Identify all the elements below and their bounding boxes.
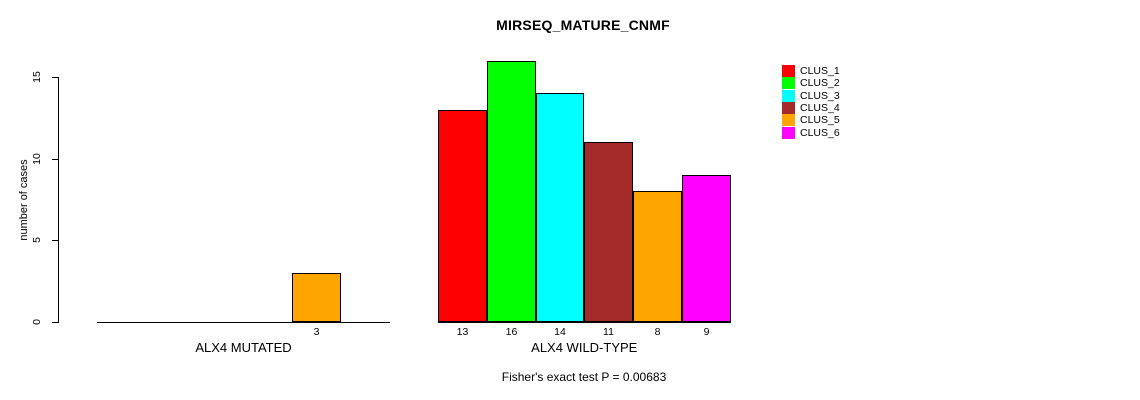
x-axis-baseline <box>438 322 731 323</box>
bar-value-label: 16 <box>505 326 518 338</box>
y-tick-label: 15 <box>31 71 43 83</box>
legend-item: CLUS_2 <box>782 77 902 89</box>
legend-label: CLUS_4 <box>800 102 840 114</box>
bar-clus_3 <box>536 93 584 322</box>
y-tick-label: 0 <box>31 319 43 325</box>
bar-value-label: 9 <box>703 326 710 338</box>
legend-swatch <box>782 77 795 89</box>
legend-item: CLUS_6 <box>782 127 902 139</box>
legend-item: CLUS_1 <box>782 65 902 77</box>
legend-swatch <box>782 65 795 77</box>
legend-item: CLUS_4 <box>782 102 902 114</box>
y-tick <box>52 159 58 160</box>
bar-value-label: 8 <box>654 326 661 338</box>
bar-clus_6 <box>682 175 731 322</box>
legend: CLUS_1 CLUS_2 CLUS_3 CLUS_4 CLUS_5 CLUS_6 <box>782 65 902 145</box>
x-axis-baseline <box>97 322 390 323</box>
group-label: ALX4 WILD-TYPE <box>531 340 638 355</box>
legend-label: CLUS_2 <box>800 77 840 89</box>
bar-value-label: 11 <box>603 326 614 338</box>
legend-label: CLUS_3 <box>800 90 840 102</box>
bar-value-label: 14 <box>554 326 566 338</box>
bar-value-label: 3 <box>313 326 320 338</box>
y-tick <box>52 322 58 323</box>
bar-clus_4 <box>584 142 633 322</box>
legend-item: CLUS_3 <box>782 90 902 102</box>
y-tick-label: 5 <box>31 237 43 243</box>
legend-swatch <box>782 90 795 102</box>
legend-swatch <box>782 127 795 139</box>
y-tick-label: 10 <box>31 153 43 165</box>
y-axis-line <box>58 77 59 323</box>
bar-clus_2 <box>487 61 536 322</box>
legend-item: CLUS_5 <box>782 114 902 126</box>
fisher-test-note: Fisher's exact test P = 0.00683 <box>501 370 667 384</box>
group-label: ALX4 MUTATED <box>195 340 292 355</box>
legend-swatch <box>782 102 795 114</box>
legend-label: CLUS_5 <box>800 114 840 126</box>
legend-label: CLUS_6 <box>800 127 840 139</box>
bar-clus_1 <box>438 110 487 322</box>
legend-swatch <box>782 114 795 126</box>
y-tick <box>52 240 58 241</box>
y-tick <box>52 77 58 78</box>
bar-clus_5 <box>633 191 682 322</box>
chart-title: MIRSEQ_MATURE_CNMF <box>496 17 670 33</box>
legend-label: CLUS_1 <box>800 65 840 77</box>
bar-clus_5 <box>292 273 341 322</box>
bar-value-label: 13 <box>456 326 469 338</box>
